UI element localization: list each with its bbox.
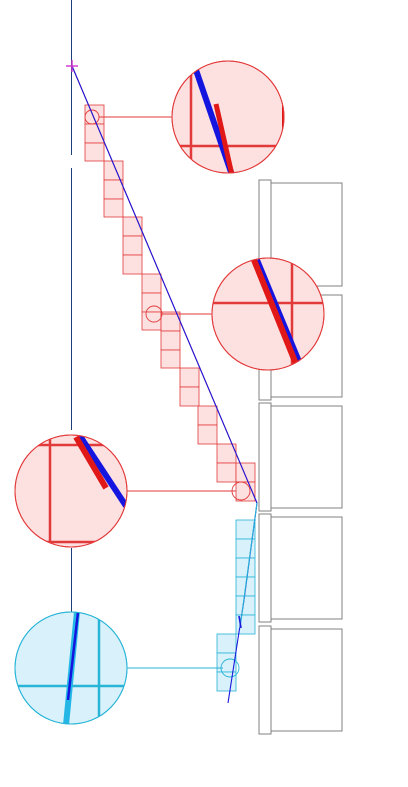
zoom-callout-3 <box>14 434 128 548</box>
panel-post-5 <box>258 625 272 735</box>
red-step-boxes <box>84 104 256 502</box>
panel-3 <box>270 405 343 509</box>
panel-5 <box>270 628 343 732</box>
callout-leaders <box>99 116 236 669</box>
anchor-circles <box>84 109 251 678</box>
zoom-callout-1 <box>171 60 285 174</box>
panel-post-4 <box>258 513 272 623</box>
panel-4 <box>270 516 343 620</box>
panel-post-3 <box>258 402 272 512</box>
zoom-callout-4 <box>14 611 128 725</box>
cyan-step-boxes <box>216 519 256 692</box>
crosshair-marker-icon <box>66 60 78 72</box>
trajectory <box>71 65 258 704</box>
zoom-callout-2 <box>211 257 325 371</box>
